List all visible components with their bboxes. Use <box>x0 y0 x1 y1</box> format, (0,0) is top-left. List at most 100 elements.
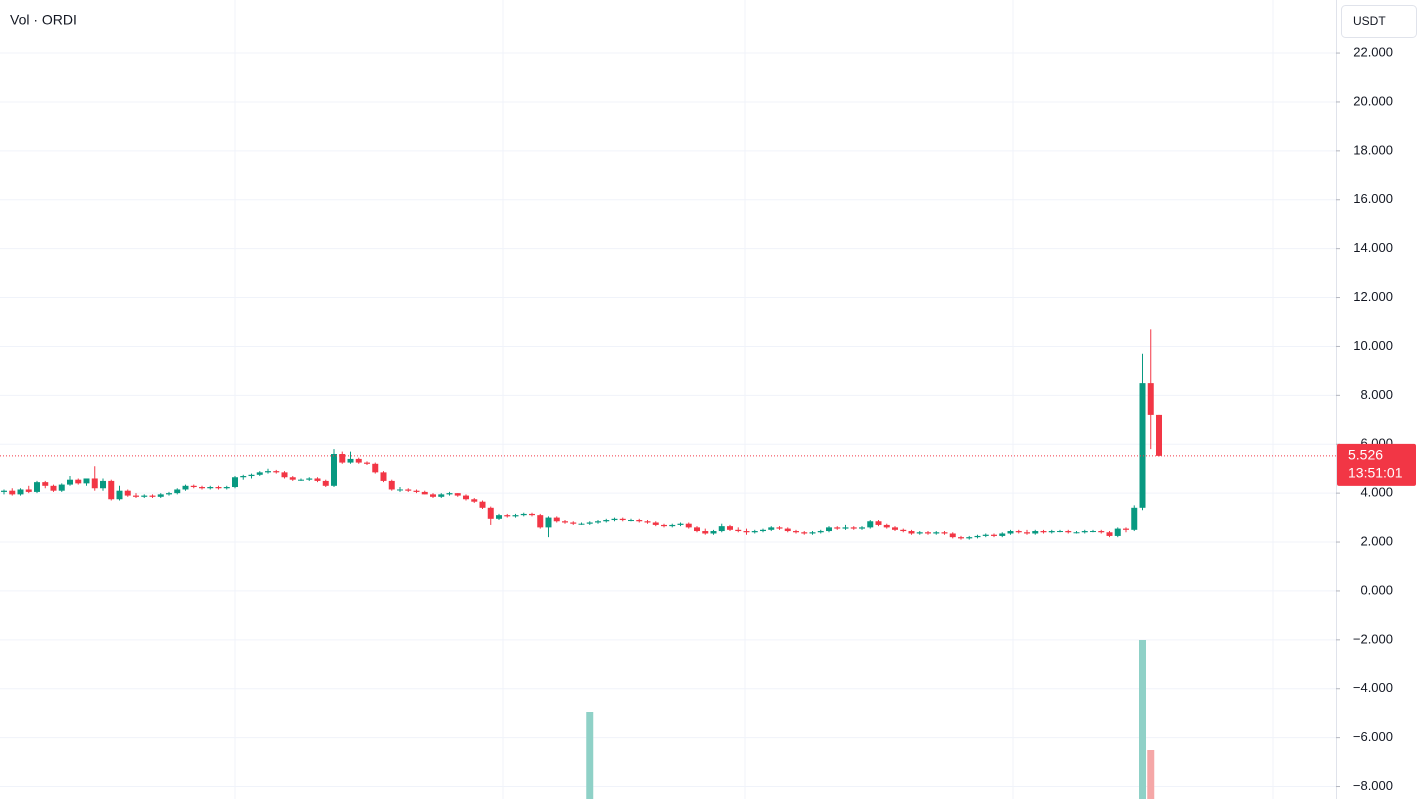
candle-body <box>133 495 139 497</box>
candle-body <box>537 515 544 528</box>
candle-body <box>166 493 172 495</box>
countdown-label: 13:51:01 <box>1348 465 1403 481</box>
candle-body <box>17 489 24 495</box>
candle-body <box>801 532 808 534</box>
candle-body <box>966 537 973 539</box>
y-tick-label: −2.000 <box>1353 631 1393 646</box>
candle-body <box>817 531 824 533</box>
candle-body <box>298 479 304 481</box>
candle-body <box>215 487 222 489</box>
y-tick-label: −6.000 <box>1353 729 1393 744</box>
y-tick-label: 2.000 <box>1360 533 1393 548</box>
candle-body <box>718 526 725 532</box>
y-tick-label: 0.000 <box>1360 582 1393 597</box>
candle-body <box>1 490 7 492</box>
candle-body <box>190 485 197 488</box>
candle-body <box>1106 532 1113 536</box>
candle-body <box>1139 383 1146 508</box>
candle-body <box>1073 532 1080 534</box>
candle-body <box>405 489 412 491</box>
candle-body <box>925 532 931 534</box>
candle-body <box>413 490 420 492</box>
candle-body <box>388 480 395 490</box>
volume-bar <box>1147 750 1155 799</box>
candle-body <box>25 489 32 492</box>
candle-body <box>347 458 354 463</box>
candle-body <box>1015 531 1022 533</box>
candle-body <box>75 479 82 484</box>
candle-body <box>974 535 981 538</box>
candle-body <box>91 478 98 489</box>
candle-body <box>793 531 799 533</box>
candle-body <box>471 499 478 502</box>
candle-body <box>182 485 189 490</box>
y-tick-label: 14.000 <box>1353 240 1393 255</box>
candle-body <box>265 471 271 473</box>
candle-body <box>42 482 49 486</box>
candle-body <box>1024 532 1030 534</box>
candle-body <box>644 521 651 523</box>
candle-body <box>768 527 775 530</box>
candle-body <box>306 478 313 480</box>
candle-body <box>611 518 618 521</box>
candle-body <box>1007 531 1014 534</box>
candle-body <box>58 484 65 491</box>
candle-body <box>1040 531 1047 533</box>
candle-body <box>281 472 288 478</box>
candle-body <box>199 487 205 489</box>
candle-body <box>578 523 585 525</box>
candle-body <box>397 489 403 491</box>
candle-body <box>339 454 346 463</box>
candle-body <box>751 531 758 533</box>
candle-body <box>1048 531 1055 533</box>
candle-body <box>446 493 453 495</box>
candle-body <box>331 454 337 486</box>
candle-body <box>479 501 486 508</box>
candle-body <box>372 463 379 473</box>
candle-body <box>174 489 181 494</box>
currency-button[interactable] <box>1341 5 1417 38</box>
candles <box>1 329 1162 799</box>
candle-body <box>826 527 832 532</box>
candle-body <box>702 531 709 534</box>
candle-body <box>652 522 659 525</box>
y-tick-label: 16.000 <box>1353 191 1393 206</box>
candle-body <box>685 523 692 528</box>
volume-bar <box>1139 640 1146 799</box>
candle-body <box>892 527 898 530</box>
candle-body <box>380 472 387 481</box>
candle-body <box>50 485 57 491</box>
y-tick-label: 22.000 <box>1353 44 1393 59</box>
candle-body <box>232 477 238 488</box>
candle-body <box>421 491 428 495</box>
candle-body <box>256 472 263 475</box>
candle-body <box>34 482 40 492</box>
candle-body <box>496 515 502 519</box>
y-tick-label: 4.000 <box>1360 485 1393 500</box>
last-price-label: 5.526 <box>1348 447 1383 463</box>
candle-body <box>883 524 890 528</box>
candle-body <box>694 527 700 532</box>
candle-body <box>850 527 857 529</box>
candle-body <box>982 534 989 536</box>
candle-body <box>661 524 667 527</box>
candle-body <box>364 462 370 464</box>
candle-body <box>1131 507 1138 530</box>
candle-body <box>314 478 321 481</box>
candle-body <box>223 487 230 489</box>
candle-body <box>520 513 527 516</box>
candle-body <box>595 521 601 523</box>
candle-body <box>248 474 255 477</box>
candle-body <box>157 494 164 497</box>
candle-body <box>504 515 511 517</box>
candle-body <box>842 527 849 529</box>
candle-body <box>933 532 940 534</box>
candle-body <box>124 490 131 496</box>
currency-label[interactable]: USDT <box>1353 14 1386 28</box>
candle-body <box>529 513 535 516</box>
candle-body <box>784 528 791 532</box>
candle-body <box>512 515 519 517</box>
candle-body <box>743 531 750 533</box>
y-tick-label: 20.000 <box>1353 93 1393 108</box>
